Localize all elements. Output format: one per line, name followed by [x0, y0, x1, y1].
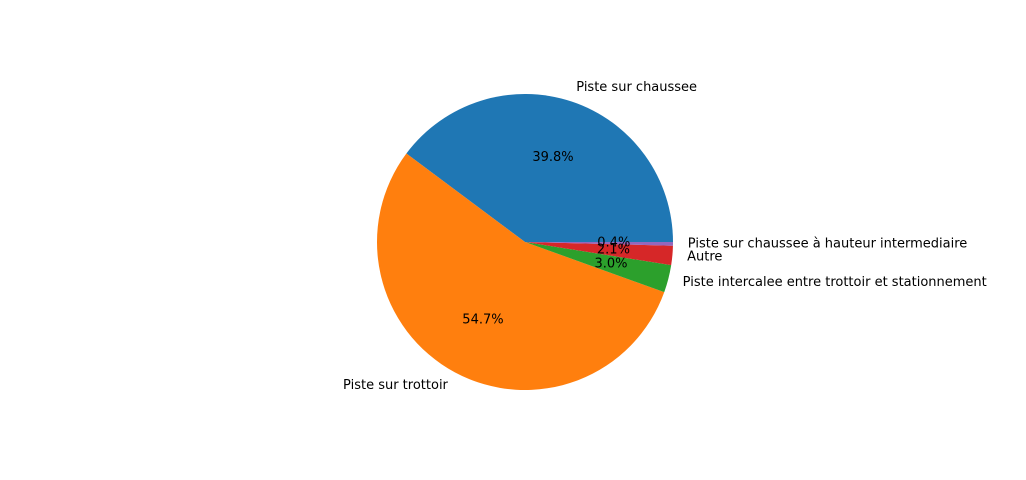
slice-percent-piste-intercalee-entre-trottoir-et-stationnement: 3.0% — [594, 257, 627, 272]
pie-slice-piste-intercalee-entre-trottoir-et-stationnement — [525, 242, 672, 293]
slice-label-piste-sur-trottoir: Piste sur trottoir — [343, 378, 449, 393]
slice-percent-piste-sur-chaussee-a-hauteur-intermediaire: 0.4% — [597, 236, 630, 251]
slice-label-autre: Autre — [687, 249, 722, 264]
slice-label-piste-intercalee-entre-trottoir-et-stationnement: Piste intercalee entre trottoir et stati… — [683, 275, 987, 290]
pie-labels: Piste sur chaussee 39.8% Piste sur trottoi… — [343, 80, 987, 393]
slice-percent-piste-sur-trottoir: 54.7% — [462, 313, 503, 328]
slice-label-piste-sur-chaussee: Piste sur chaussee — [576, 80, 697, 95]
pie-slice-piste-sur-chaussee-a-hauteur-intermediaire — [525, 242, 673, 246]
pie-slice-autre — [525, 242, 673, 266]
slice-label-piste-sur-chaussee-a-hauteur-intermediaire: Piste sur chaussee à hauteur intermediai… — [688, 237, 968, 252]
pie-slices — [377, 93, 673, 390]
pie-slice-piste-sur-chaussee — [406, 93, 673, 243]
slice-percent-piste-sur-chaussee: 39.8% — [532, 150, 573, 165]
slice-percent-autre: 2.1% — [597, 243, 630, 258]
pie-slice-piste-sur-trottoir — [377, 153, 665, 390]
